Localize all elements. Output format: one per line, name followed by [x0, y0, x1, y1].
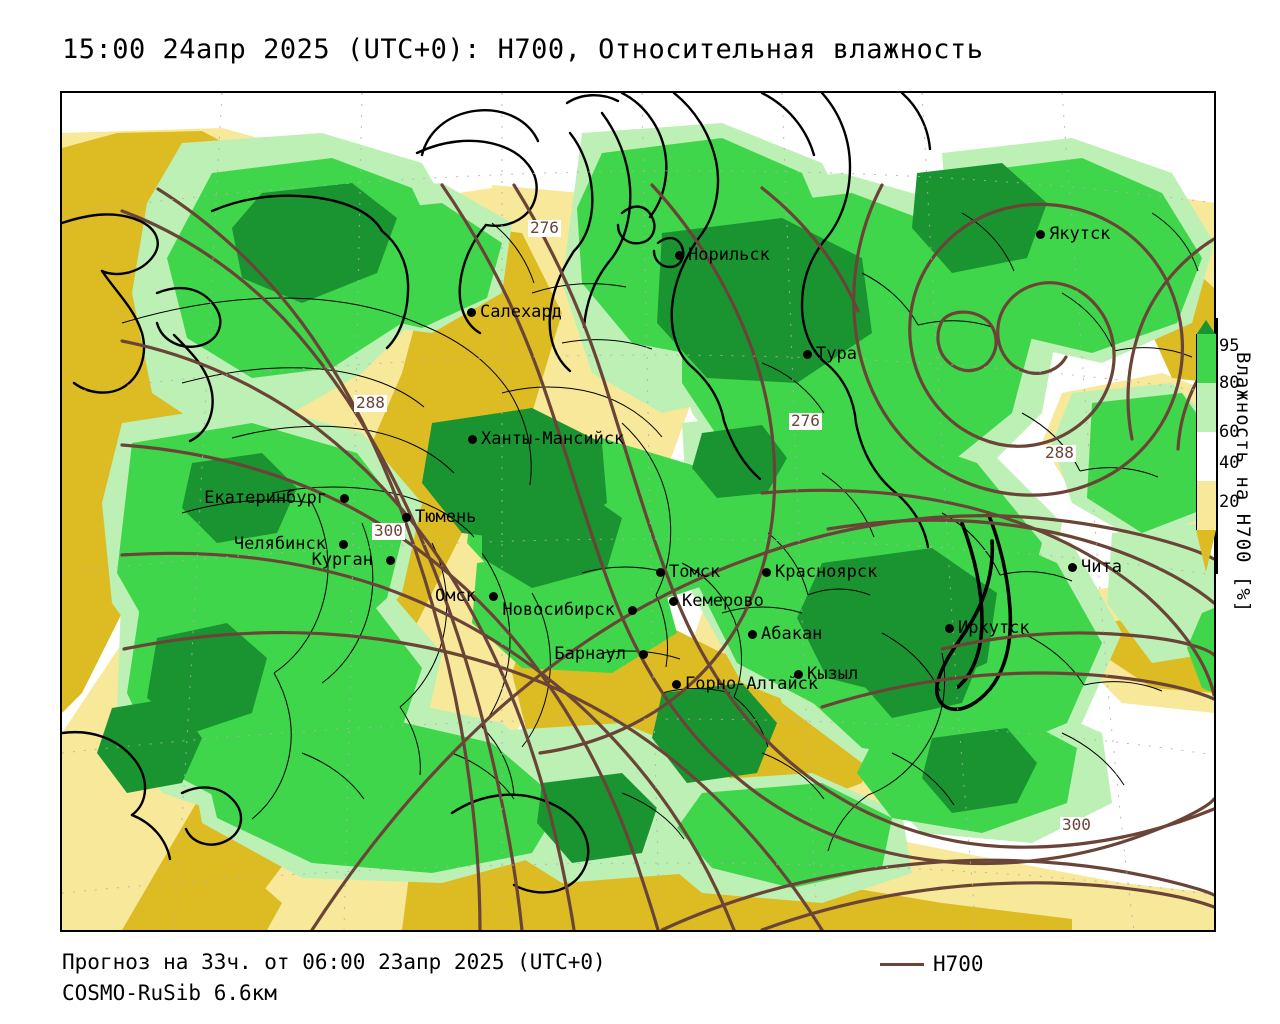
colorbar[interactable]: [1196, 320, 1218, 572]
city-label: Якутск: [1049, 224, 1111, 244]
colorbar-top-arrow: [1196, 320, 1216, 335]
colorbar-tick-20: 20: [1219, 492, 1240, 512]
city-dot-icon: [669, 597, 678, 606]
colorbar-band-60-80: [1196, 383, 1218, 432]
colorbar-axis-title: Влажность на H700 [%]: [1232, 352, 1254, 614]
city-dot-icon: [762, 568, 771, 577]
city-dot-icon: [794, 670, 803, 679]
model-info-line: COSMO-RuSib 6.6км: [62, 981, 277, 1005]
colorbar-tick-40: 40: [1219, 453, 1240, 473]
contour-value-label: 288: [354, 393, 387, 412]
city-label: Челябинск: [233, 534, 326, 554]
contour-value-label: 276: [528, 218, 561, 237]
city-label: Чита: [1081, 557, 1122, 577]
city-label: Курган: [311, 550, 373, 570]
city-label: Тюмень: [415, 507, 477, 527]
city-dot-icon: [803, 350, 812, 359]
contour-value-label: 288: [1043, 443, 1076, 462]
city-label: Абакан: [761, 624, 823, 644]
contour-value-label: 300: [372, 521, 405, 540]
city-dot-icon: [1036, 230, 1045, 239]
city-label: Красноярск: [775, 562, 878, 582]
lake-baikal: [935, 511, 1013, 712]
city-dot-icon: [628, 606, 637, 615]
humidity-band-above-95: [97, 163, 1047, 863]
city-label: Ханты-Мансийск: [481, 429, 625, 449]
city-dot-icon: [402, 513, 411, 522]
city-dot-icon: [672, 680, 681, 689]
contour-legend: H700: [880, 952, 984, 976]
colorbar-tick-95: 95: [1219, 336, 1240, 356]
h700-contour-layer: [120, 183, 1214, 930]
city-label: Салехард: [480, 302, 562, 322]
city-label: Кемерово: [682, 591, 764, 611]
city-dot-icon: [339, 540, 348, 549]
contour-value-label: 276: [789, 411, 822, 430]
city-label: Барнаул: [554, 644, 626, 664]
city-label: Новосибирск: [502, 600, 615, 620]
graticule-layer: [62, 93, 1214, 930]
city-dot-icon: [386, 556, 395, 565]
map-canvas[interactable]: Якутск Норильск Тура Салехард Ханты-Мансийск…: [60, 91, 1216, 932]
colorbar-tick-80: 80: [1219, 373, 1240, 393]
city-dot-icon: [1068, 563, 1077, 572]
city-dot-icon: [468, 435, 477, 444]
colorbar-bottom-arrow: [1196, 530, 1216, 572]
city-label: Горно-Алтайск: [685, 674, 819, 694]
city-label: Омск: [435, 586, 476, 606]
city-label: Иркутск: [958, 618, 1030, 638]
city-label: Екатеринбург: [204, 488, 327, 508]
city-label: Норильск: [688, 245, 770, 265]
city-dot-icon: [639, 650, 648, 659]
city-label: Тура: [816, 344, 857, 364]
colorbar-band-40-60: [1196, 432, 1218, 481]
city-dot-icon: [489, 592, 498, 601]
city-label: Кызыл: [807, 664, 859, 684]
h700-line-swatch: [880, 962, 924, 966]
city-dot-icon: [656, 568, 665, 577]
city-dot-icon: [748, 630, 757, 639]
colorbar-axis-line: [1216, 318, 1218, 574]
city-dot-icon: [675, 251, 684, 260]
page-title: 15:00 24апр 2025 (UTC+0): H700, Относите…: [62, 34, 984, 65]
city-dot-icon: [340, 494, 349, 503]
colorbar-tick-60: 60: [1219, 422, 1240, 442]
colorbar-band-80-95: [1196, 334, 1218, 383]
h700-legend-label: H700: [933, 952, 984, 976]
coastline-layer: [62, 93, 932, 894]
city-dot-icon: [945, 624, 954, 633]
forecast-info-line: Прогноз на 33ч. от 06:00 23апр 2025 (UTC…: [62, 950, 606, 974]
city-label: Томск: [669, 562, 721, 582]
map-svg: [62, 93, 1214, 930]
city-dot-icon: [467, 308, 476, 317]
contour-value-label: 300: [1060, 815, 1093, 834]
map-raster-layer: [62, 93, 1214, 930]
colorbar-band-20-40: [1196, 481, 1218, 530]
